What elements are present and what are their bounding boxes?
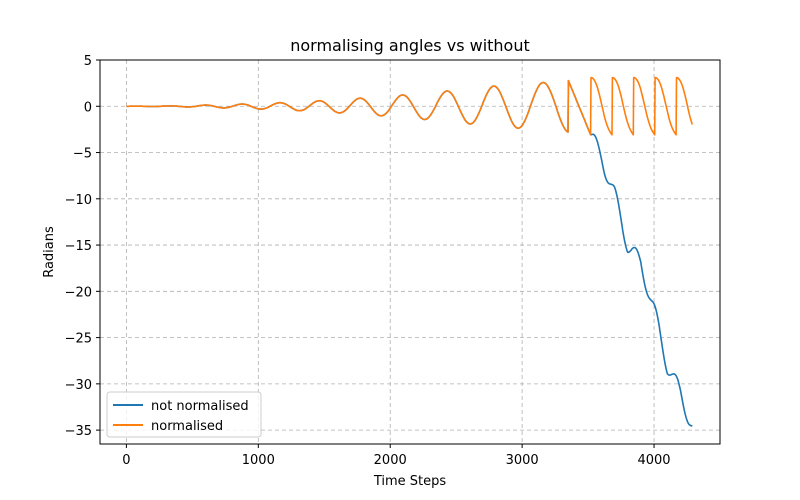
series-layer <box>126 76 694 427</box>
legend-label-not-normalised: not normalised <box>151 399 249 414</box>
x-axis-label: Time Steps <box>373 474 447 489</box>
x-axis-ticks: 0 1000 2000 3000 4000 <box>122 444 671 468</box>
x-tick-label: 3000 <box>506 453 539 468</box>
y-tick-label: −15 <box>65 239 92 254</box>
y-axis-label: Radians <box>42 226 57 278</box>
y-tick-label: −5 <box>73 147 92 162</box>
y-tick-label: −35 <box>65 424 92 439</box>
legend-box <box>106 391 262 438</box>
y-tick-label: −20 <box>65 285 92 300</box>
legend-label-normalised: normalised <box>151 419 223 434</box>
y-tick-label: −30 <box>65 378 92 393</box>
x-tick-label: 0 <box>122 453 130 468</box>
series-line-normalised <box>126 76 694 136</box>
x-tick-label: 1000 <box>242 453 275 468</box>
x-tick-label: 4000 <box>637 453 670 468</box>
y-tick-label: 0 <box>84 100 92 115</box>
legend: not normalised normalised <box>106 391 262 438</box>
plot-frame <box>99 59 721 445</box>
y-tick-label: 5 <box>84 54 92 69</box>
y-tick-label: −25 <box>65 332 92 347</box>
y-tick-label: −10 <box>65 193 92 208</box>
x-tick-label: 2000 <box>374 453 407 468</box>
chart-title: normalising angles vs without <box>290 36 530 55</box>
y-axis-ticks: 5 0 −5 −10 −15 −20 −25 −30 −35 <box>65 54 100 439</box>
